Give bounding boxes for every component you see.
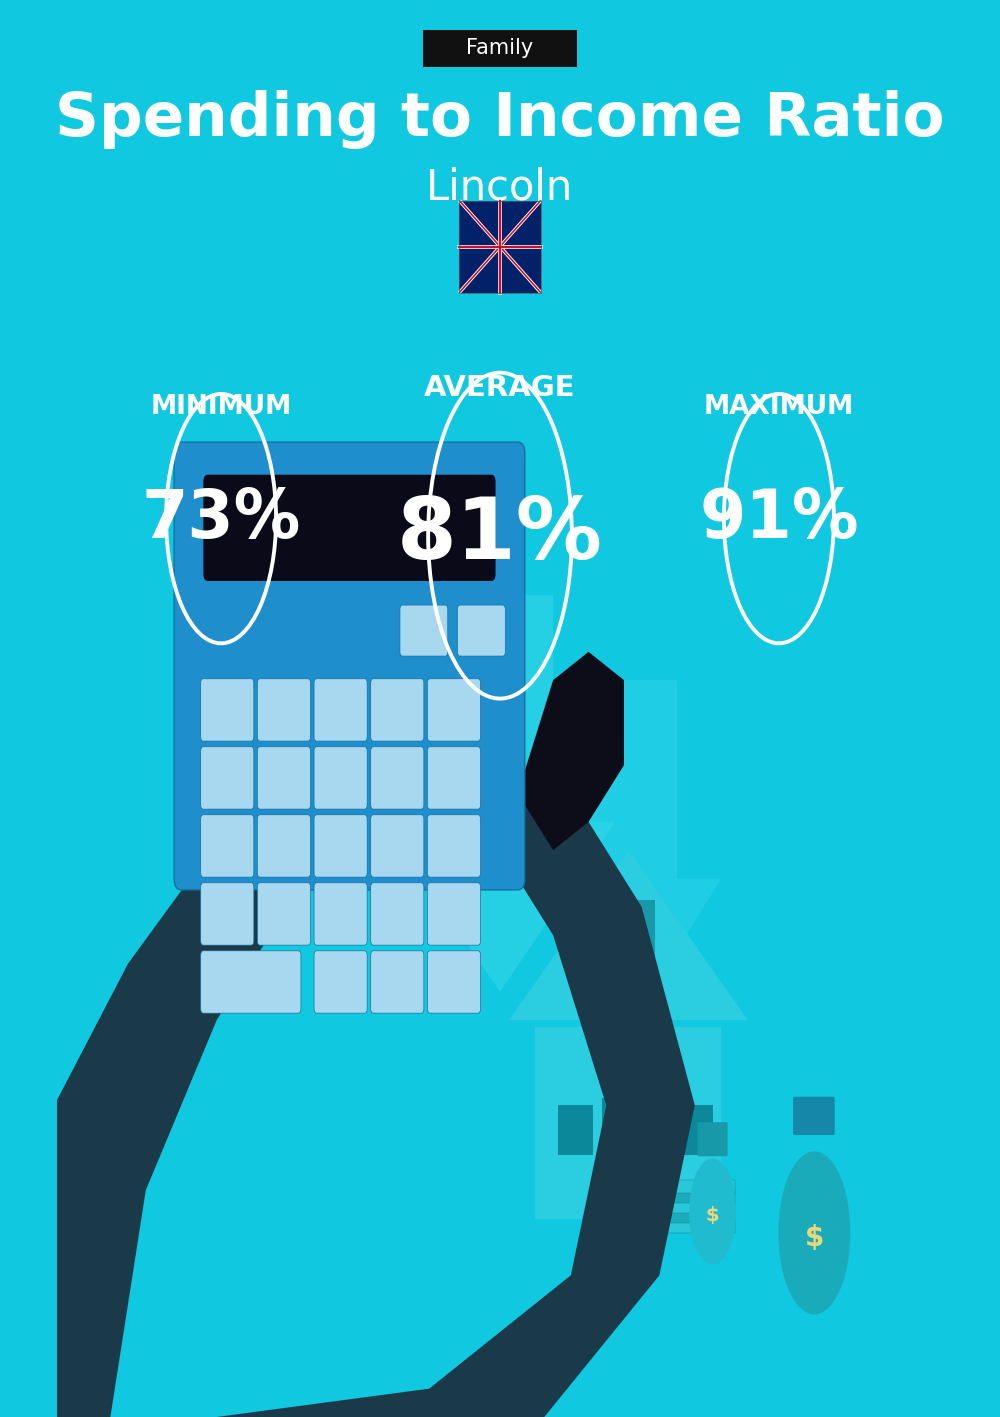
FancyBboxPatch shape [371, 815, 424, 877]
Polygon shape [637, 900, 655, 999]
FancyBboxPatch shape [314, 747, 367, 809]
FancyBboxPatch shape [427, 679, 481, 741]
Polygon shape [602, 1098, 642, 1219]
FancyBboxPatch shape [201, 679, 254, 741]
Polygon shape [217, 794, 695, 1417]
FancyBboxPatch shape [646, 1200, 735, 1213]
FancyBboxPatch shape [203, 475, 496, 581]
FancyBboxPatch shape [558, 1105, 593, 1155]
FancyBboxPatch shape [314, 679, 367, 741]
Text: Lincoln: Lincoln [426, 166, 574, 208]
FancyBboxPatch shape [427, 951, 481, 1013]
Polygon shape [518, 652, 624, 850]
FancyBboxPatch shape [257, 679, 311, 741]
FancyBboxPatch shape [427, 747, 481, 809]
Polygon shape [358, 708, 447, 836]
FancyBboxPatch shape [677, 1105, 713, 1155]
FancyBboxPatch shape [201, 883, 254, 945]
FancyBboxPatch shape [423, 30, 577, 67]
FancyBboxPatch shape [201, 951, 301, 1013]
Polygon shape [385, 595, 615, 992]
Text: 91%: 91% [699, 486, 859, 551]
FancyBboxPatch shape [174, 442, 525, 890]
FancyBboxPatch shape [400, 605, 448, 656]
FancyBboxPatch shape [314, 951, 367, 1013]
Polygon shape [544, 680, 721, 1020]
FancyBboxPatch shape [371, 951, 424, 1013]
Polygon shape [535, 1027, 721, 1219]
FancyBboxPatch shape [646, 1210, 735, 1223]
Polygon shape [509, 850, 748, 1020]
FancyBboxPatch shape [427, 883, 481, 945]
FancyBboxPatch shape [646, 1190, 735, 1203]
FancyBboxPatch shape [201, 747, 254, 809]
FancyBboxPatch shape [371, 679, 424, 741]
Text: $: $ [706, 1206, 719, 1226]
FancyBboxPatch shape [697, 1122, 728, 1156]
Text: MAXIMUM: MAXIMUM [704, 394, 854, 419]
FancyBboxPatch shape [457, 605, 505, 656]
Text: 81%: 81% [397, 495, 603, 577]
Text: $: $ [805, 1224, 824, 1253]
FancyBboxPatch shape [371, 883, 424, 945]
FancyBboxPatch shape [371, 747, 424, 809]
Ellipse shape [778, 1151, 850, 1315]
FancyBboxPatch shape [257, 815, 311, 877]
Text: AVERAGE: AVERAGE [424, 374, 576, 402]
FancyBboxPatch shape [646, 1180, 735, 1193]
Polygon shape [40, 680, 447, 1417]
Text: Family: Family [466, 38, 534, 58]
FancyBboxPatch shape [257, 883, 311, 945]
Polygon shape [252, 595, 500, 879]
Text: MINIMUM: MINIMUM [150, 394, 292, 419]
Ellipse shape [689, 1159, 736, 1265]
FancyBboxPatch shape [793, 1097, 835, 1135]
Text: Spending to Income Ratio: Spending to Income Ratio [55, 89, 945, 149]
Text: 73%: 73% [141, 486, 301, 551]
FancyBboxPatch shape [646, 1220, 735, 1233]
FancyBboxPatch shape [427, 815, 481, 877]
FancyBboxPatch shape [314, 883, 367, 945]
FancyBboxPatch shape [459, 201, 541, 293]
FancyBboxPatch shape [201, 815, 254, 877]
FancyBboxPatch shape [257, 747, 311, 809]
FancyBboxPatch shape [314, 815, 367, 877]
